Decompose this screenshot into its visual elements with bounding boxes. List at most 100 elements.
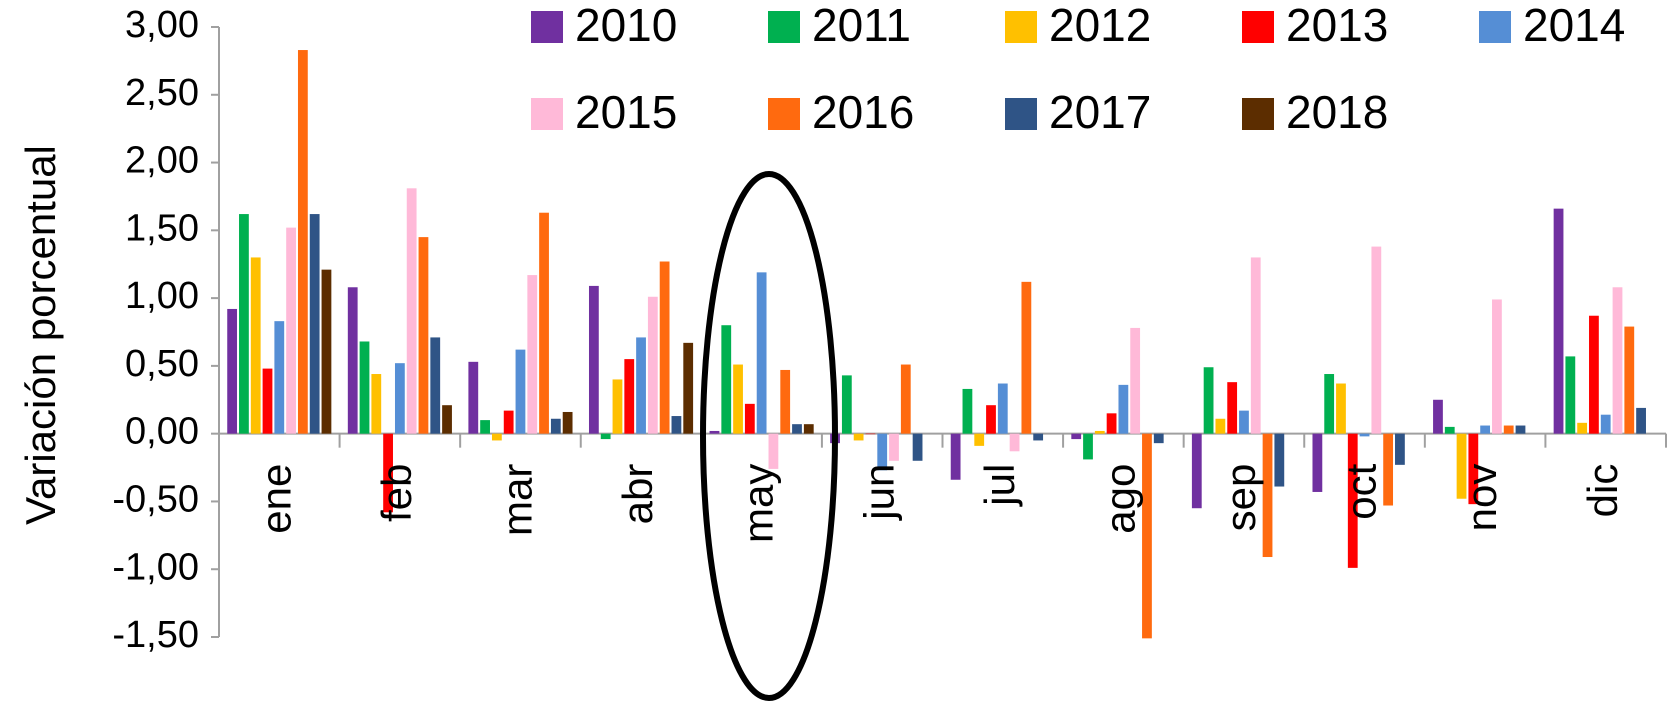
bar bbox=[1033, 433, 1044, 441]
bar bbox=[1118, 384, 1129, 434]
bar bbox=[1071, 433, 1082, 440]
bar bbox=[950, 433, 961, 480]
legend-swatch bbox=[1479, 11, 1511, 43]
legend-swatch bbox=[1242, 98, 1274, 130]
bar bbox=[468, 361, 479, 434]
legend-label: 2012 bbox=[1049, 0, 1151, 51]
bar bbox=[744, 403, 755, 434]
bar bbox=[515, 349, 526, 434]
bar bbox=[1021, 281, 1032, 434]
bar bbox=[286, 227, 296, 434]
bar bbox=[865, 433, 876, 435]
bar bbox=[683, 342, 694, 434]
y-tick-label: -0,50 bbox=[112, 478, 199, 520]
bar bbox=[1577, 422, 1588, 434]
bar bbox=[1636, 407, 1646, 434]
bar bbox=[1347, 433, 1358, 568]
bar bbox=[371, 374, 382, 434]
bar bbox=[1142, 433, 1152, 639]
bar bbox=[239, 214, 249, 434]
bar bbox=[1215, 418, 1226, 434]
bar bbox=[1239, 410, 1249, 434]
x-tick-label: mar bbox=[494, 464, 541, 536]
x-tick-label: jul bbox=[976, 464, 1023, 508]
bar bbox=[780, 369, 791, 434]
bar bbox=[1468, 433, 1479, 505]
legend-label: 2016 bbox=[812, 86, 914, 138]
bar bbox=[841, 375, 852, 434]
bar bbox=[442, 405, 452, 434]
bar bbox=[262, 368, 273, 434]
legend-swatch bbox=[768, 98, 800, 130]
bar bbox=[1600, 414, 1611, 434]
bar bbox=[889, 433, 899, 461]
bar bbox=[406, 188, 417, 434]
bar bbox=[1336, 383, 1346, 434]
bar bbox=[347, 287, 358, 434]
bar bbox=[297, 50, 308, 434]
bar bbox=[491, 433, 502, 441]
x-tick-label: ene bbox=[252, 464, 299, 534]
bar bbox=[671, 416, 682, 434]
bar bbox=[1227, 382, 1238, 434]
bar bbox=[562, 411, 573, 434]
bar bbox=[588, 285, 599, 434]
bar bbox=[227, 308, 238, 434]
y-tick-label: 0,00 bbox=[125, 411, 199, 453]
bar bbox=[1009, 433, 1020, 452]
bar bbox=[1262, 433, 1273, 558]
bar bbox=[659, 261, 670, 434]
y-axis-title: Variación porcentual bbox=[17, 145, 64, 525]
y-tick-label: 2,50 bbox=[125, 72, 199, 114]
bar bbox=[756, 272, 767, 434]
bar bbox=[853, 433, 864, 441]
bar bbox=[1565, 356, 1576, 434]
bar bbox=[1433, 399, 1443, 434]
legend-swatch bbox=[1005, 98, 1037, 130]
bar bbox=[539, 212, 549, 434]
legend-label: 2017 bbox=[1049, 86, 1151, 138]
bar bbox=[709, 430, 720, 434]
x-tick-label: abr bbox=[614, 464, 661, 525]
bar bbox=[1503, 425, 1514, 434]
bar bbox=[1383, 433, 1394, 506]
legend-label: 2014 bbox=[1523, 0, 1625, 51]
legend-label: 2011 bbox=[812, 0, 911, 51]
bar bbox=[912, 433, 923, 461]
bar bbox=[1191, 433, 1202, 509]
bar bbox=[274, 321, 285, 434]
legend-swatch bbox=[531, 98, 563, 130]
bar bbox=[503, 410, 514, 434]
x-tick-label: ago bbox=[1096, 464, 1143, 534]
bar bbox=[877, 433, 888, 471]
legend-label: 2013 bbox=[1286, 0, 1388, 51]
y-tick-label: -1,00 bbox=[112, 546, 199, 588]
bar bbox=[962, 388, 973, 434]
bar bbox=[1371, 246, 1382, 434]
bar bbox=[768, 433, 779, 469]
legend-swatch bbox=[531, 11, 563, 43]
bar bbox=[1203, 367, 1214, 434]
bar bbox=[430, 337, 441, 434]
bar bbox=[1274, 433, 1285, 487]
bar bbox=[1612, 287, 1623, 434]
bar bbox=[1456, 433, 1467, 499]
bar bbox=[612, 379, 623, 434]
x-tick-label: dic bbox=[1579, 464, 1626, 518]
legend-label: 2015 bbox=[575, 86, 677, 138]
bar bbox=[900, 364, 911, 434]
bar bbox=[974, 433, 985, 446]
bar bbox=[1515, 425, 1526, 434]
y-tick-label: 0,50 bbox=[125, 343, 199, 385]
plot-area: -1,50 -1,00 -0,50 0,00 0,50 1,00 1,50 2,00 2,50 3… bbox=[112, 4, 1667, 656]
y-tick-label: -1,50 bbox=[112, 614, 199, 656]
bar bbox=[986, 405, 996, 434]
bar bbox=[1359, 433, 1370, 437]
bar bbox=[1624, 326, 1635, 434]
bar bbox=[1324, 374, 1335, 434]
bar bbox=[250, 257, 261, 434]
bar bbox=[383, 433, 393, 513]
bar bbox=[636, 337, 646, 434]
bar bbox=[997, 383, 1008, 434]
legend-swatch bbox=[1242, 11, 1274, 43]
